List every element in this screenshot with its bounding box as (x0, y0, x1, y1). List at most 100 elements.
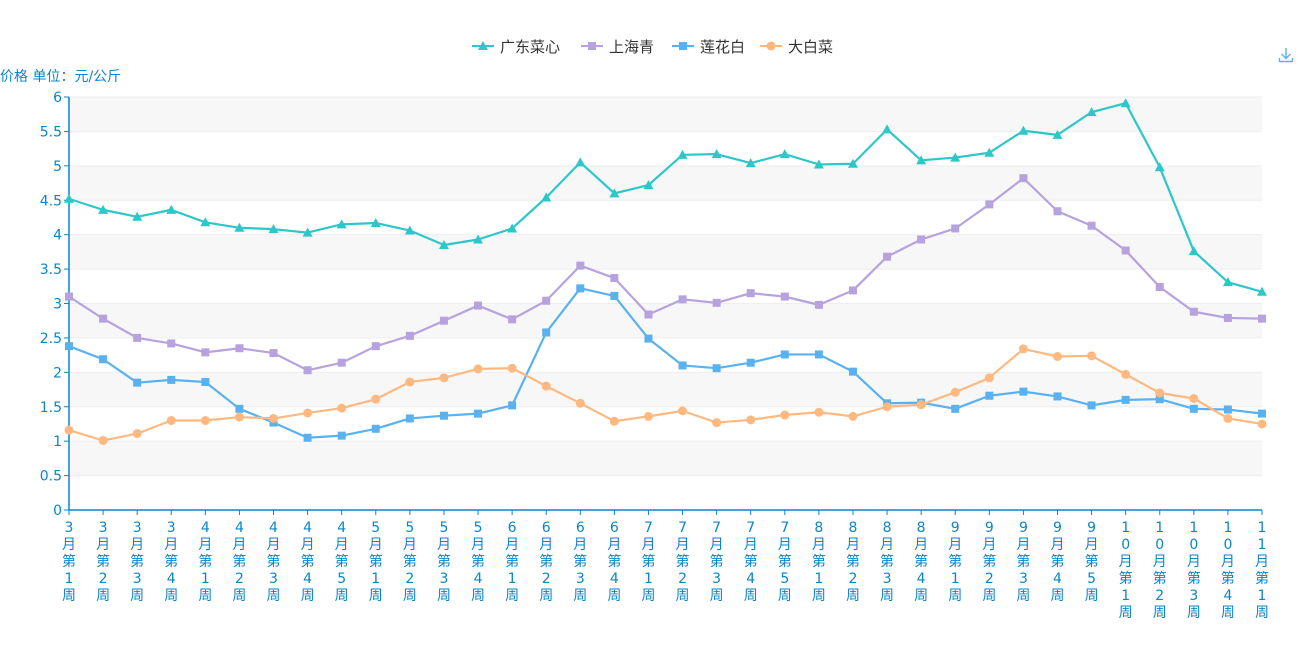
data-point (371, 424, 380, 433)
data-point (1223, 413, 1233, 423)
x-tick-label: 6 月第 4 周 (607, 520, 621, 604)
data-point (508, 401, 517, 410)
data-point (405, 331, 414, 340)
legend[interactable]: 广东菜心 上海青 莲花白 大白菜 (472, 38, 833, 56)
data-point (303, 433, 312, 442)
data-point (644, 334, 653, 343)
x-tick-label: 9 月第 1 周 (948, 520, 962, 604)
legend-item-2[interactable]: 上海青 (581, 38, 654, 56)
y-tick-labels: 0 0.5 1 1.5 2 2.5 3 3.5 4 4.5 5 5.5 6 (40, 90, 62, 519)
legend-item-1[interactable]: 广东菜心 (472, 38, 560, 56)
grid-band (69, 372, 1262, 407)
data-point (1019, 387, 1028, 396)
data-point (234, 412, 244, 422)
data-point (1223, 405, 1232, 414)
data-point (711, 149, 722, 159)
series-4 (64, 344, 1267, 445)
data-point (541, 381, 551, 391)
data-point (712, 298, 721, 307)
series-2 (65, 174, 1266, 375)
data-point (746, 289, 755, 298)
data-point (1052, 352, 1062, 362)
data-point (576, 261, 585, 270)
data-point (847, 158, 858, 168)
x-tick-label: 4 月第 5 周 (335, 520, 349, 604)
x-tick-label: 7 月第 3 周 (710, 520, 724, 604)
y-tick-label: 4 (53, 228, 62, 244)
series-line (68, 347, 1263, 442)
data-point (814, 407, 824, 417)
data-point (438, 239, 449, 249)
data-point (439, 373, 449, 383)
legend-marker (478, 41, 488, 50)
y-tick-label: 1.5 (40, 400, 62, 416)
data-point (541, 192, 552, 202)
data-point (1154, 162, 1165, 172)
legend-marker (679, 42, 687, 50)
data-point (132, 429, 142, 439)
series-line (68, 102, 1263, 293)
data-point (1053, 207, 1062, 216)
legend-label: 大白菜 (788, 38, 833, 56)
x-tick-label: 8 月第 2 周 (846, 520, 860, 604)
data-point (780, 292, 789, 301)
data-point (371, 394, 381, 404)
download-icon[interactable] (1278, 48, 1294, 63)
x-tick-label: 9 月第 5 周 (1085, 520, 1099, 604)
x-tick-label: 3 月第 3 周 (130, 520, 144, 604)
data-point (99, 355, 108, 364)
y-tick-label: 5.5 (40, 124, 62, 140)
data-point (133, 333, 142, 342)
x-tick-label: 5 月第 4 周 (471, 520, 485, 604)
x-tick-label: 1 0 月第 4 周 (1221, 520, 1235, 621)
y-tick-label: 6 (53, 90, 62, 106)
x-tick-label: 8 月第 4 周 (914, 520, 928, 604)
data-point (1018, 344, 1028, 354)
data-point (474, 409, 483, 418)
data-point (268, 224, 279, 234)
data-point (98, 435, 108, 445)
data-point (984, 373, 994, 383)
grid-band (69, 303, 1262, 338)
data-point (678, 406, 688, 416)
x-tick-label: 8 月第 1 周 (812, 520, 826, 604)
x-tick-label: 8 月第 3 周 (880, 520, 894, 604)
data-point (1258, 314, 1266, 323)
data-point (813, 159, 824, 169)
legend-item-3[interactable]: 莲花白 (672, 38, 745, 56)
series-1 (64, 98, 1267, 296)
data-point (166, 416, 176, 426)
data-point (848, 367, 857, 376)
data-point (65, 292, 73, 301)
y-tick-label: 1 (53, 434, 62, 450)
data-point (473, 234, 484, 244)
data-point (201, 377, 210, 386)
data-point (610, 291, 619, 300)
data-point (200, 416, 210, 426)
x-tick-label: 9 月第 3 周 (1016, 520, 1030, 604)
data-point (643, 411, 653, 421)
data-point (303, 408, 313, 418)
data-point (746, 358, 755, 367)
data-point (1086, 107, 1097, 117)
x-tick-label: 4 月第 3 周 (267, 520, 281, 604)
x-tick-label: 5 月第 3 周 (437, 520, 451, 604)
data-point (405, 377, 415, 387)
legend-item-4[interactable]: 大白菜 (760, 38, 833, 56)
data-point (985, 391, 994, 400)
data-point (234, 222, 245, 232)
data-point (575, 157, 586, 167)
x-tick-label: 6 月第 2 周 (539, 520, 553, 604)
x-tick-label: 7 月第 2 周 (676, 520, 690, 604)
x-tick-label: 1 0 月第 2 周 (1153, 520, 1167, 621)
data-point (779, 149, 790, 159)
data-point (99, 314, 108, 323)
data-point (542, 296, 551, 305)
x-tick-label: 1 0 月第 3 周 (1187, 520, 1201, 621)
grid-bands (69, 97, 1262, 476)
x-tick-label: 4 月第 4 周 (301, 520, 315, 604)
data-point (677, 149, 688, 159)
data-point (848, 411, 858, 421)
x-tick-label: 1 0 月第 1 周 (1119, 520, 1133, 621)
